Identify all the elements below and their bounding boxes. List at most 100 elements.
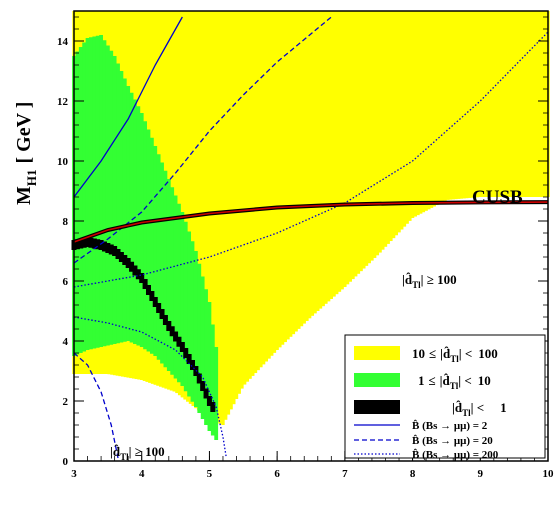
- cusb-line-group: [73, 200, 549, 244]
- legend-yellow-rel2: | <: [459, 346, 473, 361]
- x-tick-label: 4: [139, 468, 145, 480]
- yellow-bar: [180, 11, 185, 398]
- contour-line-dashed: [73, 16, 332, 264]
- yellow-bar: [402, 11, 407, 227]
- contour-line-solid: [73, 16, 183, 198]
- black-block: [135, 269, 141, 280]
- green-bar: [133, 99, 137, 344]
- contour-line-dotted: [73, 316, 227, 459]
- yellow-bar: [194, 11, 198, 409]
- yellow-bar: [321, 11, 325, 307]
- yellow-bar: [513, 11, 518, 197]
- black-block: [101, 241, 107, 252]
- contour-line-dashed: [73, 352, 119, 459]
- green-bar: [112, 56, 117, 344]
- yellow-bar: [408, 11, 412, 221]
- black-block: [81, 237, 87, 248]
- y-tick-label: 12: [57, 96, 69, 108]
- black-block: [183, 348, 189, 358]
- black-block: [95, 239, 101, 250]
- black-block: [190, 360, 195, 370]
- yellow-bar: [394, 11, 399, 236]
- black-block: [108, 244, 114, 255]
- yellow-bar: [437, 11, 442, 204]
- green-bar: [204, 289, 208, 425]
- yellow-bar: [232, 11, 236, 405]
- black-block: [115, 249, 121, 259]
- green-bar: [173, 195, 178, 379]
- black-block: [169, 326, 175, 337]
- legend-yellow-rel1: ≤: [429, 346, 436, 361]
- yellow-bar: [240, 11, 244, 389]
- green-bar: [122, 78, 127, 342]
- x-tick-label: 6: [274, 468, 280, 480]
- legend-green-hi: 10: [478, 373, 491, 388]
- legend-yellow-label: 10 ≤ |d̂Tl| < 100: [412, 346, 498, 364]
- green-bar: [92, 36, 97, 349]
- yellow-bar: [511, 11, 515, 197]
- annotation-upper-rel: | ≥ 100: [421, 272, 457, 287]
- black-block: [176, 336, 182, 347]
- green-bar: [207, 302, 212, 431]
- y-tick-label: 14: [57, 36, 69, 48]
- yellow-bar: [348, 11, 352, 282]
- green-bar: [95, 35, 100, 348]
- yellow-bar: [492, 11, 496, 197]
- yellow-bar: [543, 11, 547, 197]
- legend-green-lo: 1: [418, 373, 425, 388]
- black-block: [206, 396, 212, 406]
- yellow-bar: [405, 11, 409, 224]
- x-tick-label: 7: [342, 468, 348, 480]
- green-bar: [85, 38, 90, 350]
- y-tick-label: 4: [63, 336, 69, 348]
- yellow-bar: [313, 11, 317, 314]
- yellow-bar: [291, 11, 296, 335]
- yellow-bar: [196, 11, 201, 411]
- yellow-bar: [481, 11, 485, 197]
- green-bar: [180, 212, 185, 386]
- annotation-upper: |d̂Tl| ≥ 100: [402, 272, 457, 290]
- black-block: [162, 315, 168, 325]
- yellow-bar: [443, 11, 447, 201]
- yellow-bar: [245, 11, 250, 382]
- yellow-bar: [389, 11, 393, 242]
- yellow-bar: [427, 11, 431, 210]
- yellow-bar: [316, 11, 320, 311]
- legend: 10 ≤ |d̂Tl| <100 1 ≤ |d̂Tl| <10 |d̂Tl| <1 B̂…: [344, 334, 546, 461]
- yellow-bar: [261, 11, 266, 365]
- x-tick-label: 10: [543, 468, 555, 480]
- legend-green-rel2: | <: [458, 373, 472, 388]
- legend-green-var: |d̂: [440, 373, 451, 388]
- yellow-bar: [237, 11, 241, 394]
- yellow-bar: [299, 11, 304, 327]
- green-bar: [129, 92, 134, 343]
- green-bar: [163, 170, 168, 368]
- black-block: [142, 279, 148, 289]
- yellow-bar: [345, 11, 350, 285]
- black-block: [159, 309, 165, 319]
- yellow-bar: [297, 11, 301, 329]
- yellow-bar: [359, 11, 363, 272]
- yellow-bar: [375, 11, 380, 256]
- yellow-bar: [305, 11, 309, 321]
- x-tick-label: 8: [410, 468, 416, 480]
- yellow-bar: [448, 11, 453, 200]
- y-tick-label: 8: [63, 216, 69, 228]
- green-bar: [78, 47, 83, 353]
- yellow-bar: [397, 11, 401, 233]
- y-tick-label: 0: [63, 456, 69, 468]
- black-block: [152, 297, 158, 307]
- legend-yellow-hi: 100: [478, 346, 498, 361]
- yellow-bar: [400, 11, 404, 230]
- green-bar: [190, 241, 195, 402]
- yellow-bar: [383, 11, 388, 247]
- annotation-upper-var: |d̂: [402, 272, 413, 287]
- black-block: [112, 246, 118, 256]
- yellow-bar: [362, 11, 366, 269]
- green-bar: [210, 324, 215, 436]
- black-block: [173, 331, 179, 342]
- green-bar: [177, 203, 181, 383]
- black-block: [74, 239, 80, 250]
- yellow-bar: [519, 11, 523, 197]
